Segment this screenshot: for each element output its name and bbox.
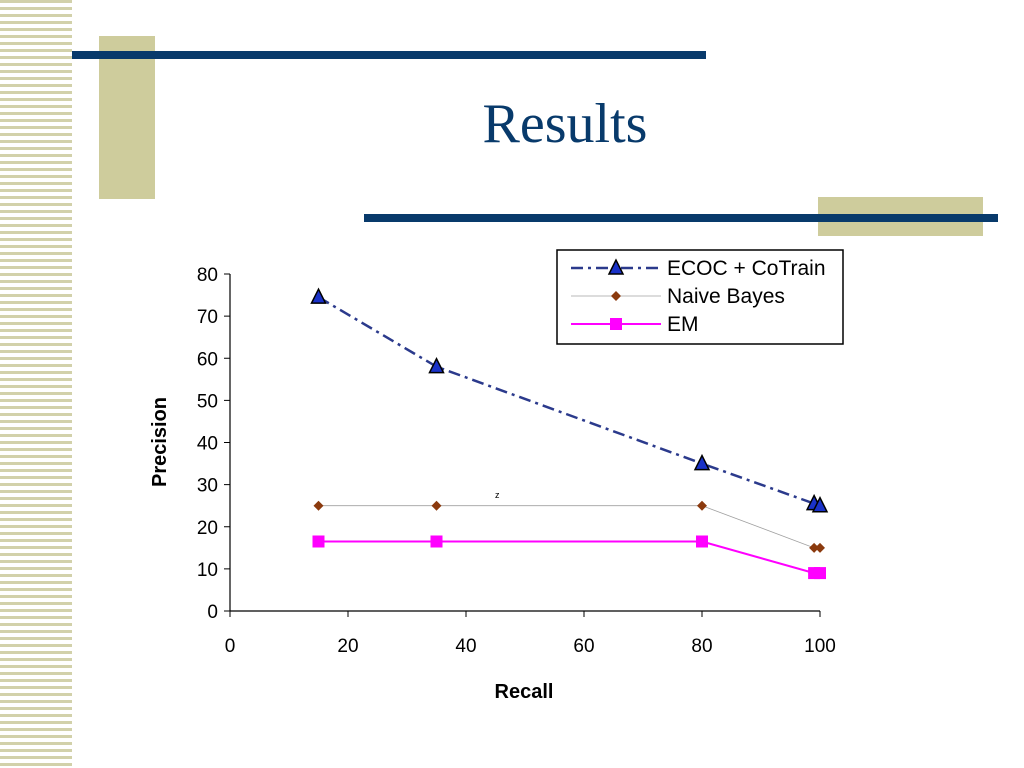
decorative-bar-bottom [364, 214, 998, 222]
legend-marker [611, 291, 621, 301]
data-point [809, 542, 820, 553]
y-axis-title: Precision [149, 397, 171, 487]
legend-item: Naive Bayes [571, 285, 785, 308]
chart-series [310, 287, 829, 580]
series-ecoc-cotrain [310, 287, 829, 513]
y-tick-label: 80 [197, 265, 218, 286]
legend-label: EM [667, 313, 699, 336]
y-tick-label: 40 [197, 434, 218, 455]
decorative-bar-top [72, 51, 706, 59]
decorative-stripes [0, 0, 72, 768]
x-tick-label: 100 [804, 636, 836, 657]
x-tick-label: 60 [573, 636, 594, 657]
data-point [815, 542, 825, 553]
data-point [310, 287, 327, 304]
data-point [431, 500, 442, 511]
y-tick-label: 50 [197, 391, 218, 412]
legend-item: ECOC + CoTrain [571, 257, 826, 280]
data-point [697, 500, 707, 511]
series-naive-bayes [313, 500, 825, 553]
y-tick-label: 70 [197, 307, 218, 328]
y-tick-label: 10 [197, 560, 218, 581]
series-em [312, 535, 826, 580]
data-point [811, 496, 829, 513]
x-tick-label: 0 [225, 636, 236, 657]
data-point [313, 500, 324, 511]
x-tick-label: 40 [455, 636, 476, 657]
data-point [814, 567, 826, 580]
legend-marker [610, 318, 622, 330]
data-point [312, 535, 325, 548]
y-tick-label: 30 [197, 476, 218, 497]
legend-marker [607, 258, 625, 275]
legend-box [556, 249, 844, 345]
chart-legend: ECOC + CoTrain Naive Bayes EM [556, 249, 844, 345]
y-tick-label: 60 [197, 349, 218, 370]
y-tick-label: 20 [197, 518, 218, 539]
data-point [430, 535, 443, 548]
chart-annotation: z [495, 490, 500, 500]
x-tick-label: 80 [691, 636, 712, 657]
chart-axes: 0 10 20 30 40 50 60 70 80 0 20 40 60 80 100 [197, 265, 836, 657]
legend-item: EM [571, 313, 699, 336]
legend-label: ECOC + CoTrain [667, 257, 826, 280]
x-tick-label: 20 [337, 636, 358, 657]
decorative-block-top [99, 36, 155, 199]
legend-label: Naive Bayes [667, 285, 785, 308]
data-point [693, 453, 711, 471]
data-point [428, 356, 445, 374]
data-point [696, 535, 708, 548]
y-tick-label: 0 [207, 602, 218, 623]
slide-title: Results [482, 93, 648, 155]
series-line [318, 540, 820, 575]
x-axis-title: Recall [495, 681, 554, 703]
